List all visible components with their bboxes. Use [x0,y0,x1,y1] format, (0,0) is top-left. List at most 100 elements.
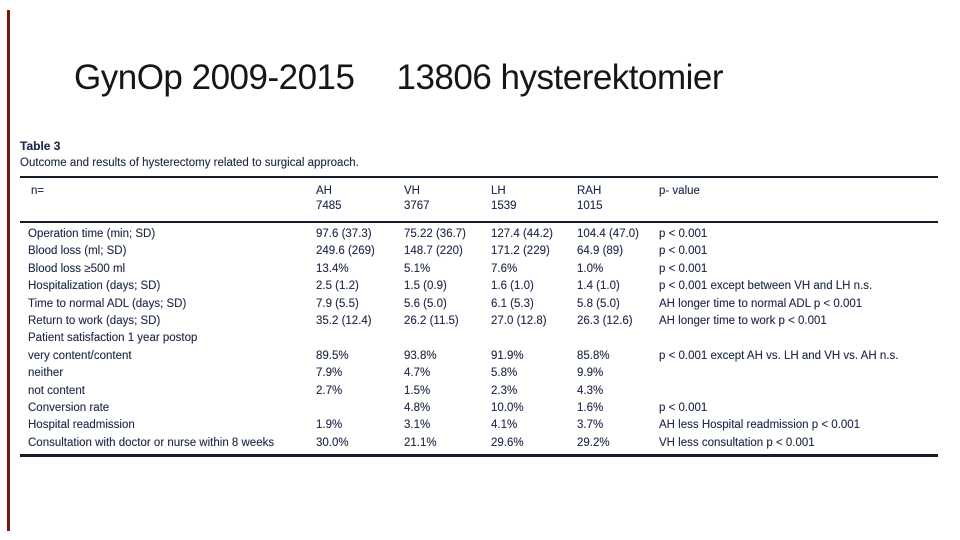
table-cell-vh: 75.22 (36.7) [404,228,467,240]
table-cell-rah: 1.0% [577,262,604,275]
table-cell-p [659,383,938,400]
table-row: neither 7.9% 4.7% 5.8% 9.9% [20,365,938,382]
table-cell-vh: 4.8% [404,402,431,415]
table-cell-label: Hospital readmission [28,419,135,432]
table-cell-rah: 85.8% [577,349,610,362]
table-cell-vh: 26.2 (11.5) [404,315,459,328]
table-cell-lh: 1.6 (1.0) [491,280,534,293]
table-cell-ah: 2.7% [316,384,343,397]
table-row: Blood loss ≥500 ml 13.4% 5.1% 7.6% 1.0% p < 0… [20,261,938,278]
table-row: very content/content 89.5% 93.8% 91.9% 85.8%… [20,348,938,365]
table-cell-rah: 64.9 (89) [577,245,624,258]
column-header-count: 7485 [316,200,342,212]
table-cell-lh: 7.6% [491,262,518,275]
table-cell-lh: 29.6% [491,436,524,449]
slide-title-registry: GynOp 2009-2015 [74,58,355,97]
table-cell-ah: 1.9% [316,419,343,432]
table-cell-ah: 2.5 (1.2) [316,280,359,293]
table-cell-rah: 9.9% [577,367,604,380]
table-cell-lh: 6.1 (5.3) [491,297,534,310]
table-cell-ah [316,400,404,417]
table-cell-label: Blood loss ≥500 ml [28,262,126,275]
table-row: Hospital readmission 1.9% 3.1% 4.1% 3.7% AH l… [20,417,938,434]
table-cell-ah: 249.6 (269) [316,245,375,258]
table-cell-lh: 91.9% [491,349,524,362]
column-header-n: n= [31,185,45,197]
table-cell-rah: 4.3% [577,384,604,397]
column-header-name: AH [316,185,332,197]
column-header-name: VH [404,185,420,197]
table-row: not content 2.7% 1.5% 2.3% 4.3% [20,383,938,400]
table-cell-p: AH longer time to work p < 0.001 [659,315,827,328]
table-cell-label: Hospitalization (days; SD) [28,280,161,293]
table-cell-lh: 2.3% [491,384,518,397]
table-header-rule [20,221,938,223]
table-cell-rah: 3.7% [577,419,604,432]
table-cell-vh: 1.5% [404,384,431,397]
column-header-lh: LH 1539 [491,184,577,214]
table-cell-ah: 35.2 (12.4) [316,315,372,328]
table-cell-vh: 5.1% [404,262,431,275]
column-header-name: LH [491,185,506,197]
table-label: Table 3 [20,139,61,153]
table-top-rule [20,176,938,178]
table-cell-rah: 1.6% [577,402,604,415]
table-cell-vh: 4.7% [404,367,431,380]
table-cell-lh: 10.0% [491,402,524,415]
table-cell-label: neither [28,367,64,380]
table-header-row: n= AH 7485 VH 3767 LH 1539 RAH 1015 p- v… [20,178,938,221]
table-cell-ah: 7.9% [316,367,343,380]
table-cell-label: very content/content [28,349,132,362]
table-cell-lh: 27.0 (12.8) [491,315,547,328]
table-cell-lh [491,330,577,347]
table-cell-ah: 7.9 (5.5) [316,297,359,310]
table-cell-p [659,330,938,347]
journal-table: Table 3 Outcome and results of hysterect… [20,137,938,458]
left-accent-bar [7,10,10,531]
table-cell-p: p < 0.001 [659,228,708,240]
table-cell-p [659,365,938,382]
table-cell-p: VH less consultation p < 0.001 [659,436,815,449]
table-cell-p: AH longer time to normal ADL p < 0.001 [659,297,863,310]
table-cell-label: Blood loss (ml; SD) [28,245,127,258]
column-header-count: 3767 [404,200,430,212]
table-cell-label: Consultation with doctor or nurse within… [28,436,275,449]
table-body: Operation time (min; SD) 97.6 (37.3) 75.22… [20,223,938,454]
table-cell-label: Conversion rate [28,402,110,415]
table-row: Conversion rate 4.8% 10.0% 1.6% p < 0.001 [20,400,938,417]
column-header-count: 1015 [577,200,603,212]
table-cell-p: p < 0.001 [659,262,708,275]
table-cell-lh: 4.1% [491,419,518,432]
column-header-ah: AH 7485 [316,184,404,214]
table-cell-lh: 127.4 (44.2) [491,228,554,240]
table-cell-p: AH less Hospital readmission p < 0.001 [659,419,861,432]
table-cell-label: Return to work (days; SD) [28,315,161,328]
table-cell-rah: 5.8 (5.0) [577,297,620,310]
table-row: Patient satisfaction 1 year postop [20,330,938,347]
table-cell-label: Time to normal ADL (days; SD) [28,297,187,310]
table-cell-lh: 5.8% [491,367,518,380]
table-row: Time to normal ADL (days; SD) 7.9 (5.5) 5.… [20,296,938,313]
table-cell-vh: 148.7 (220) [404,245,463,258]
table-cell-vh [404,330,491,347]
table-cell-lh: 171.2 (229) [491,245,550,258]
table-cell-label: not content [28,384,85,397]
table-row: Hospitalization (days; SD) 2.5 (1.2) 1.5 (… [20,278,938,295]
table-cell-ah [316,330,404,347]
table-cell-vh: 1.5 (0.9) [404,280,447,293]
table-cell-rah: 1.4 (1.0) [577,280,620,293]
column-header-count: 1539 [491,200,517,212]
table-row: Operation time (min; SD) 97.6 (37.3) 75.22… [20,226,938,243]
table-cell-label: Patient satisfaction 1 year postop [28,332,198,345]
column-header-pvalue: p- value [659,184,938,199]
slide-title: GynOp 2009-2015 13806 hysterektomier [74,58,940,98]
column-header-rah: RAH 1015 [577,184,659,214]
table-row: Blood loss (ml; SD) 249.6 (269) 148.7 (220… [20,243,938,260]
table-cell-rah: 104.4 (47.0) [577,228,640,240]
table-row: Return to work (days; SD) 35.2 (12.4) 26.2… [20,313,938,330]
table-cell-ah: 13.4% [316,262,349,275]
table-cell-p: p < 0.001 [659,402,708,415]
table-cell-label: Operation time (min; SD) [28,228,156,240]
table-cell-ah: 97.6 (37.3) [316,228,372,240]
table-cell-vh: 21.1% [404,436,437,449]
